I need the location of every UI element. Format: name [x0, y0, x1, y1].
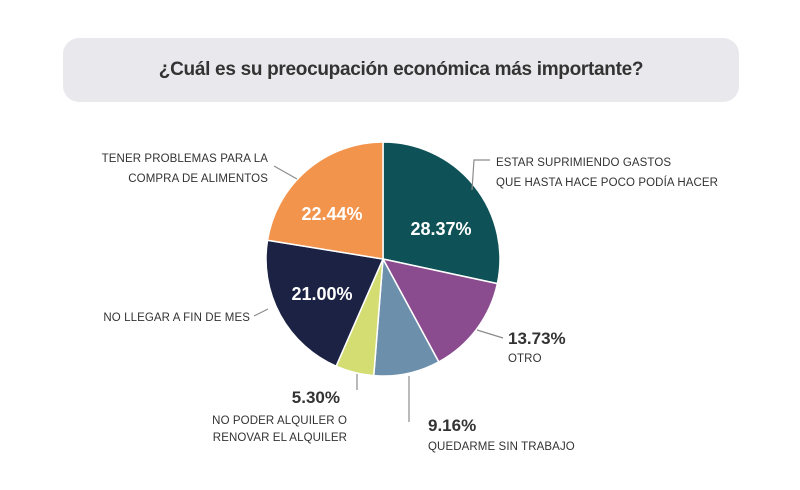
slice-category-label: RENOVAR EL ALQUILER [213, 432, 347, 444]
slice-category-label: QUE HASTA HACE POCO PODÍA HACER [496, 176, 718, 189]
pie-slice-1 [381, 257, 499, 363]
slice-category-label: QUEDARME SIN TRABAJO [428, 441, 575, 453]
slice-value-label: 9.16% [428, 416, 476, 435]
title-box: ¿Cuál es su preocupación económica más i… [63, 38, 739, 102]
leader-line-alimentos [273, 165, 298, 180]
chart-title: ¿Cuál es su preocupación económica más i… [158, 59, 644, 80]
pie-slice-4 [265, 239, 385, 368]
leader-line-fin-de-mes [253, 308, 269, 317]
slice-category-label: TENER PROBLEMAS PARA LA [102, 153, 269, 165]
slice-value-label: 28.37% [410, 219, 471, 239]
leader-line-otro [476, 329, 504, 339]
leader-line-estar [471, 159, 490, 191]
slice-value-label: 13.73% [508, 329, 566, 348]
slice-value-label: 5.30% [292, 388, 340, 407]
pie-slice-0 [382, 141, 501, 285]
slice-category-label: NO LLEGAR A FIN DE MES [103, 312, 250, 324]
slice-category-label: OTRO [508, 353, 542, 365]
slice-value-label: 21.00% [291, 284, 352, 304]
slice-category-label: ESTAR SUPRIMIENDO GASTOS [496, 157, 671, 169]
pie-slice-5 [266, 141, 384, 260]
slice-category-label: COMPRA DE ALIMENTOS [128, 173, 268, 185]
slice-value-label: 22.44% [301, 204, 362, 224]
slice-category-label: NO PODER ALQUILER O [212, 415, 347, 427]
